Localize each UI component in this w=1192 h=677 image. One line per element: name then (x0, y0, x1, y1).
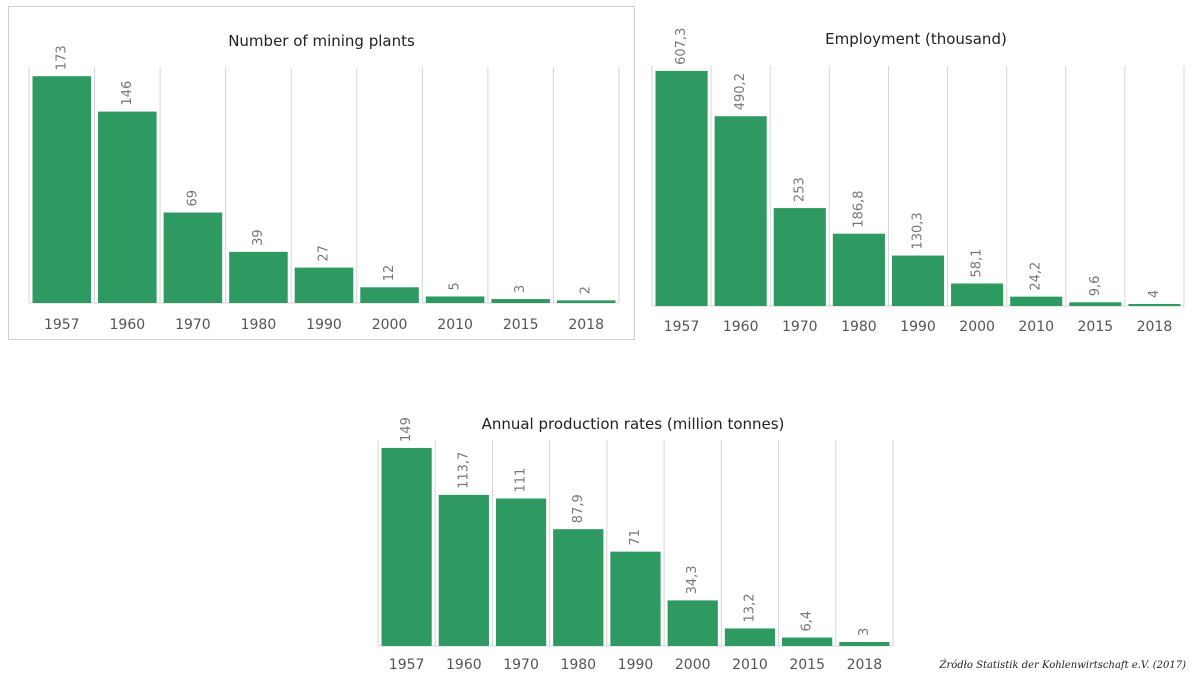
x-tick-label: 1980 (841, 319, 877, 335)
x-tick-label: 2018 (1137, 319, 1173, 335)
chart-title: Number of mining plants (228, 32, 415, 50)
x-tick-label: 2015 (789, 657, 825, 673)
x-tick-label: 2000 (959, 319, 995, 335)
bar (782, 637, 833, 646)
bar (495, 498, 547, 646)
bar (773, 208, 826, 306)
bar (32, 76, 92, 303)
data-label: 5 (448, 282, 463, 290)
x-tick-label: 1960 (723, 319, 759, 335)
x-tick-label: 1990 (618, 657, 654, 673)
data-label: 149 (399, 417, 414, 442)
data-label: 173 (54, 45, 69, 70)
x-tick-label: 2010 (437, 317, 473, 333)
data-label: 607,3 (674, 28, 689, 65)
x-tick-label: 1970 (175, 317, 211, 333)
x-tick-label: 1960 (110, 317, 146, 333)
bar (229, 251, 288, 303)
bar (381, 447, 432, 646)
data-label: 34,3 (685, 565, 700, 594)
data-label: 253 (792, 177, 807, 202)
data-label: 146 (120, 81, 135, 106)
chart-mining-plants: Number of mining plants 173 1957 146 1960 69… (8, 6, 635, 340)
data-label: 490,2 (733, 73, 748, 110)
bar (724, 628, 776, 646)
bar (163, 212, 223, 303)
bar (360, 287, 419, 303)
data-label: 69 (185, 190, 200, 207)
data-label: 130,3 (911, 212, 926, 249)
data-label: 4 (1147, 290, 1162, 298)
x-tick-label: 2018 (847, 657, 883, 673)
chart-production: Annual production rates (million tonnes)… (368, 398, 898, 677)
bar (425, 296, 485, 303)
x-tick-label: 1980 (241, 317, 277, 333)
data-label: 58,1 (970, 249, 985, 278)
x-tick-label: 1957 (664, 319, 700, 335)
x-tick-label: 1960 (446, 657, 482, 673)
x-tick-label: 2010 (732, 657, 768, 673)
bar (491, 299, 550, 303)
bar (1128, 304, 1181, 306)
bar (553, 529, 604, 646)
chart-title: Employment (thousand) (825, 30, 1007, 48)
x-tick-label: 1970 (782, 319, 818, 335)
x-tick-label: 2015 (503, 317, 539, 333)
bar (98, 111, 157, 303)
data-label: 71 (628, 529, 643, 546)
data-label: 87,9 (571, 494, 586, 523)
bar (655, 70, 708, 306)
bar (839, 642, 890, 646)
data-label: 186,8 (851, 190, 866, 227)
x-tick-label: 1990 (306, 317, 342, 333)
x-tick-label: 1970 (503, 657, 539, 673)
data-label: 39 (251, 229, 266, 246)
bar (294, 267, 354, 303)
bar (610, 551, 661, 646)
data-label: 9,6 (1088, 276, 1103, 297)
chart-svg: 607,3 1957 490,2 1960 253 1970 186,8 1980 130,3 1… (651, 28, 1185, 335)
bar (1069, 302, 1122, 306)
bar (438, 494, 489, 646)
data-label: 24,2 (1029, 262, 1044, 291)
source-note: Źródło Statistik der Kohlenwirtschaft e.… (939, 660, 1187, 671)
x-tick-label: 1980 (560, 657, 596, 673)
chart-svg: 173 1957 146 1960 69 1970 39 1980 27 1990 12 2000 5 2… (28, 45, 620, 333)
data-label: 2 (579, 286, 594, 294)
x-tick-label: 2000 (372, 317, 408, 333)
bar (1010, 296, 1063, 306)
x-tick-label: 2010 (1018, 319, 1054, 335)
bar (556, 300, 616, 303)
bar (832, 233, 885, 306)
x-tick-label: 2018 (568, 317, 604, 333)
x-tick-label: 1957 (44, 317, 80, 333)
data-label: 6,4 (800, 611, 815, 632)
data-label: 3 (513, 285, 528, 293)
data-label: 12 (382, 265, 397, 282)
chart-svg: 149 1957 113,7 1960 111 1970 87,9 1980 71 1990 34,… (377, 417, 894, 673)
bar (667, 600, 718, 646)
bar (714, 116, 767, 306)
data-label: 113,7 (456, 452, 471, 489)
chart-title: Annual production rates (million tonnes) (481, 415, 785, 433)
data-label: 13,2 (742, 594, 757, 623)
bar (951, 283, 1004, 306)
chart-employment: Employment (thousand) 607,3 1957 490,2 1960… (644, 6, 1188, 340)
bar (891, 255, 945, 306)
x-tick-label: 1957 (389, 657, 425, 673)
x-tick-label: 1990 (900, 319, 936, 335)
data-label: 27 (317, 245, 332, 262)
x-tick-label: 2000 (675, 657, 711, 673)
x-tick-label: 2015 (1078, 319, 1114, 335)
data-label: 111 (514, 468, 529, 493)
data-label: 3 (857, 628, 872, 636)
